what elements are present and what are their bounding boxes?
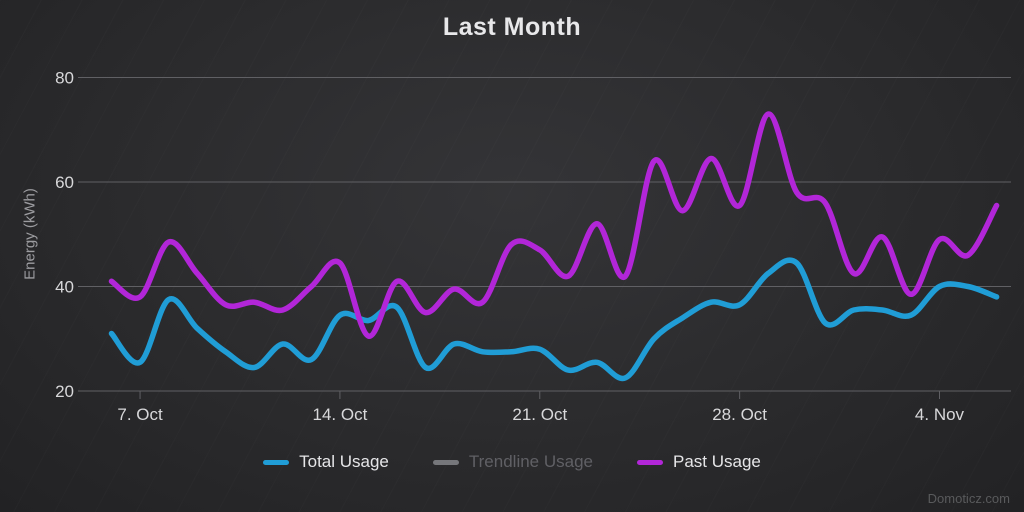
- plot-area: 20 40 60 80 7. Oct 14. Oct 21. Oct 28. Oct 4. No…: [55, 69, 1011, 424]
- credits-link[interactable]: Domoticz.com: [927, 491, 1010, 506]
- series-path-past-usage[interactable]: [108, 111, 1000, 339]
- chart-title: Last Month: [442, 13, 582, 41]
- legend-marker-past-usage: [637, 459, 663, 465]
- x-tick-label: 21. Oct: [512, 405, 567, 424]
- legend-marker-total-usage: [263, 459, 290, 465]
- legend: Total Usage Trendline Usage Past Usage: [0, 452, 1024, 472]
- y-tick-label: 60: [55, 173, 74, 192]
- x-tick-label: 14. Oct: [313, 405, 368, 424]
- x-tick-label: 7. Oct: [117, 405, 163, 424]
- legend-label-past-usage: Past Usage: [673, 452, 761, 471]
- y-tick-label: 80: [55, 69, 74, 88]
- y-tick-label: 20: [55, 382, 74, 401]
- legend-label-total-usage: Total Usage: [299, 452, 389, 471]
- legend-item-past-usage[interactable]: Past Usage: [637, 452, 761, 472]
- legend-marker-trendline-usage: [432, 459, 459, 465]
- x-tick-label: 28. Oct: [712, 405, 767, 424]
- legend-item-trendline-usage[interactable]: Trendline Usage: [432, 452, 593, 472]
- legend-label-trendline-usage: Trendline Usage: [468, 452, 593, 471]
- series-path-total-usage[interactable]: [108, 257, 1000, 382]
- x-tick-label: 4. Nov: [915, 405, 965, 424]
- y-tick-label: 40: [55, 278, 74, 297]
- legend-item-total-usage[interactable]: Total Usage: [263, 452, 389, 472]
